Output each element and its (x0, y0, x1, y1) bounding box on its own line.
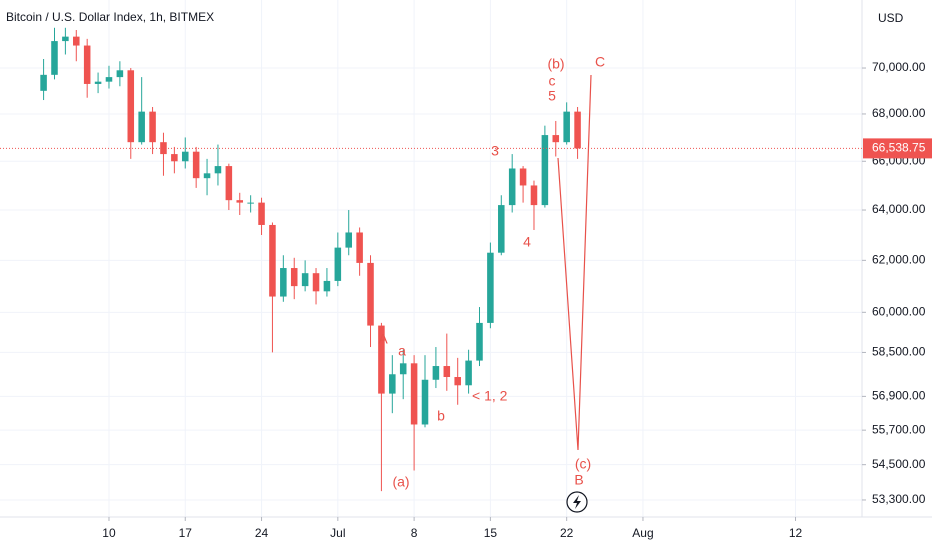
annotations: (b)c5 C 3 4 Aa (a) b < 1, 2 (c)B (378, 54, 605, 490)
candle-body (323, 280, 331, 292)
candle-body (432, 366, 440, 380)
candle-body (454, 377, 461, 386)
last-price-label: 66,538.75 (872, 141, 926, 155)
wave-label: 4 (523, 234, 531, 250)
x-tick-label: 22 (560, 526, 574, 540)
candle-body (160, 142, 167, 155)
candle-body (519, 168, 527, 186)
candle-body (105, 77, 113, 82)
wave-projection (557, 74, 592, 451)
candle-body (410, 363, 418, 425)
y-tick-label: 58,500.00 (872, 345, 926, 359)
x-tick-label: Jul (330, 526, 345, 540)
wave-label: (a) (392, 474, 409, 490)
candle-body (334, 247, 342, 281)
candle-body (127, 70, 135, 143)
candle-body (171, 154, 178, 162)
wave-label: (c) (575, 456, 591, 472)
currency[interactable]: USD (878, 11, 904, 25)
candle-body (181, 151, 189, 162)
x-tick-label: Aug (632, 526, 653, 540)
y-tick-label: 53,300.00 (872, 492, 926, 506)
candle-body (498, 205, 505, 253)
y-tick-label: 62,000.00 (872, 253, 926, 267)
candle-body (192, 151, 200, 179)
candle-body (214, 166, 222, 174)
chart-title: Bitcoin / U.S. Dollar Index, 1h, BITMEX (6, 10, 214, 24)
wave-label: c (549, 73, 556, 89)
candle-body (421, 379, 429, 425)
candle-body (40, 74, 47, 91)
wave-label: (b) (547, 56, 564, 72)
x-tick-label: 10 (102, 526, 116, 540)
wave-label: A (378, 331, 388, 347)
candle-body (258, 202, 265, 225)
candle-body (247, 202, 254, 204)
candle-body (269, 224, 276, 297)
candle-body (389, 374, 396, 394)
axes: 70,000.0068,000.0066,000.0064,000.0062,0… (102, 60, 925, 540)
y-tick-label: 64,000.00 (872, 202, 926, 216)
candle-body (51, 41, 58, 75)
candle-body (138, 111, 145, 143)
candle-body (443, 366, 451, 378)
wave-label: < 1, 2 (472, 388, 508, 404)
y-tick-label: 60,000.00 (872, 304, 926, 318)
y-tick-label: 56,900.00 (872, 389, 926, 403)
candle-body (149, 111, 156, 143)
candle-body (203, 173, 211, 179)
currency-box[interactable] (866, 6, 916, 32)
x-tick-label: 17 (179, 526, 193, 540)
candle-body (62, 36, 69, 42)
candle-body (236, 200, 244, 203)
x-tick-label: 12 (789, 526, 803, 540)
x-tick-label: 8 (411, 526, 418, 540)
candle-body (552, 135, 560, 143)
candles (40, 27, 581, 492)
lightning-icon[interactable] (566, 491, 588, 513)
y-tick-label: 68,000.00 (872, 106, 926, 120)
candle-body (73, 36, 80, 46)
candle-body (574, 111, 581, 149)
candle-body (465, 360, 472, 386)
candle-body (280, 268, 287, 297)
y-tick-label: 54,500.00 (872, 457, 926, 471)
candle-body (530, 185, 538, 206)
x-tick-label: 15 (484, 526, 498, 540)
candle-body (225, 166, 233, 201)
candle-body (356, 232, 363, 263)
candle-body (345, 232, 352, 248)
candle-body (367, 262, 374, 326)
x-tick-label: 24 (255, 526, 269, 540)
candle-body (508, 168, 516, 206)
candle-body (116, 70, 124, 78)
candle-body (312, 273, 320, 292)
candle-body (290, 268, 298, 287)
candle-body (378, 325, 385, 394)
y-tick-label: 70,000.00 (872, 60, 926, 74)
wave-label: b (437, 408, 445, 424)
candle-body (399, 363, 407, 375)
candle-body (487, 252, 494, 323)
wave-label: a (398, 343, 406, 359)
candle-body (301, 273, 309, 287)
wave-label: B (574, 472, 583, 488)
candle-body (94, 81, 102, 84)
candle-body (476, 322, 483, 361)
last-price-box (863, 138, 932, 159)
wave-label: 5 (548, 88, 556, 104)
candle-body (83, 45, 91, 84)
wave-label: 3 (491, 143, 499, 159)
candle-body (541, 135, 549, 206)
candle-body (563, 111, 570, 143)
wave-label: C (595, 54, 605, 70)
y-tick-label: 55,700.00 (872, 422, 926, 436)
